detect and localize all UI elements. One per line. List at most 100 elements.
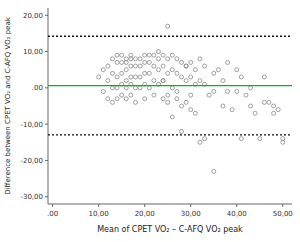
- point: [221, 79, 225, 83]
- point: [106, 79, 110, 83]
- y-tick: [45, 15, 48, 16]
- point: [152, 53, 156, 57]
- y-tick: [45, 196, 48, 197]
- x-tick-label: 10,00: [89, 210, 109, 218]
- point: [166, 57, 170, 61]
- x-tick: [190, 204, 191, 207]
- x-tick-label: 50,00: [273, 210, 293, 218]
- point: [189, 108, 193, 112]
- y-tick: [45, 124, 48, 125]
- point: [147, 53, 151, 57]
- point: [184, 64, 188, 68]
- point: [152, 64, 156, 68]
- point: [124, 68, 128, 72]
- point: [110, 71, 114, 75]
- x-tick: [52, 204, 53, 207]
- point: [133, 57, 137, 61]
- point: [115, 97, 119, 101]
- point: [272, 104, 276, 108]
- point: [212, 71, 216, 75]
- point: [120, 71, 124, 75]
- point: [115, 60, 119, 64]
- point: [143, 53, 147, 57]
- point: [244, 93, 248, 97]
- y-tick-label: 10,00: [23, 48, 43, 56]
- point: [124, 79, 128, 83]
- point: [258, 137, 262, 141]
- point: [156, 68, 160, 72]
- point: [180, 104, 184, 108]
- point: [147, 86, 151, 90]
- point: [221, 104, 225, 108]
- point: [207, 93, 211, 97]
- reference-line: [48, 36, 292, 37]
- x-tick-label: 40,00: [227, 210, 247, 218]
- point: [235, 68, 239, 72]
- point: [276, 108, 280, 112]
- point: [138, 75, 142, 79]
- point: [124, 60, 128, 64]
- point: [175, 57, 179, 61]
- reference-line: [48, 85, 292, 86]
- point: [133, 86, 137, 90]
- point: [212, 89, 216, 93]
- point: [101, 89, 105, 93]
- point: [106, 64, 110, 68]
- point: [281, 137, 285, 141]
- point: [175, 97, 179, 101]
- point: [262, 100, 266, 104]
- point: [235, 89, 239, 93]
- point: [203, 137, 207, 141]
- point: [129, 64, 133, 68]
- point: [133, 100, 137, 104]
- point: [101, 68, 105, 72]
- point: [133, 75, 137, 79]
- point: [262, 75, 266, 79]
- point: [239, 75, 243, 79]
- point: [272, 111, 276, 115]
- y-tick-label: -20,00: [20, 157, 43, 165]
- point: [170, 53, 174, 57]
- point: [97, 75, 101, 79]
- point: [198, 140, 202, 144]
- x-axis-label: Mean of CPET VO₂ – C-AFQ VO₂ peak: [97, 225, 243, 234]
- point: [133, 64, 137, 68]
- point: [120, 93, 124, 97]
- x-tick: [282, 204, 283, 207]
- point: [198, 57, 202, 61]
- x-tick: [98, 204, 99, 207]
- x-tick-label: .00: [47, 210, 58, 218]
- point: [166, 100, 170, 104]
- point: [161, 79, 165, 83]
- point: [216, 68, 220, 72]
- point: [120, 53, 124, 57]
- point: [239, 137, 243, 141]
- x-tick: [144, 204, 145, 207]
- point: [161, 97, 165, 101]
- point: [166, 24, 170, 28]
- point: [184, 79, 188, 83]
- point: [189, 93, 193, 97]
- x-tick: [236, 204, 237, 207]
- y-tick-label: .00: [32, 84, 43, 92]
- point: [180, 60, 184, 64]
- point: [143, 71, 147, 75]
- point: [147, 71, 151, 75]
- point: [147, 60, 151, 64]
- point: [180, 129, 184, 133]
- point: [226, 89, 230, 93]
- plot-area: [48, 24, 292, 173]
- point: [152, 79, 156, 83]
- point: [110, 86, 114, 90]
- point: [267, 100, 271, 104]
- point: [189, 75, 193, 79]
- y-tick-label: 20,00: [23, 12, 43, 20]
- point: [170, 86, 174, 90]
- point: [124, 97, 128, 101]
- point: [138, 64, 142, 68]
- point: [175, 89, 179, 93]
- point: [110, 100, 114, 104]
- point: [249, 104, 253, 108]
- point: [156, 57, 160, 61]
- point: [193, 68, 197, 72]
